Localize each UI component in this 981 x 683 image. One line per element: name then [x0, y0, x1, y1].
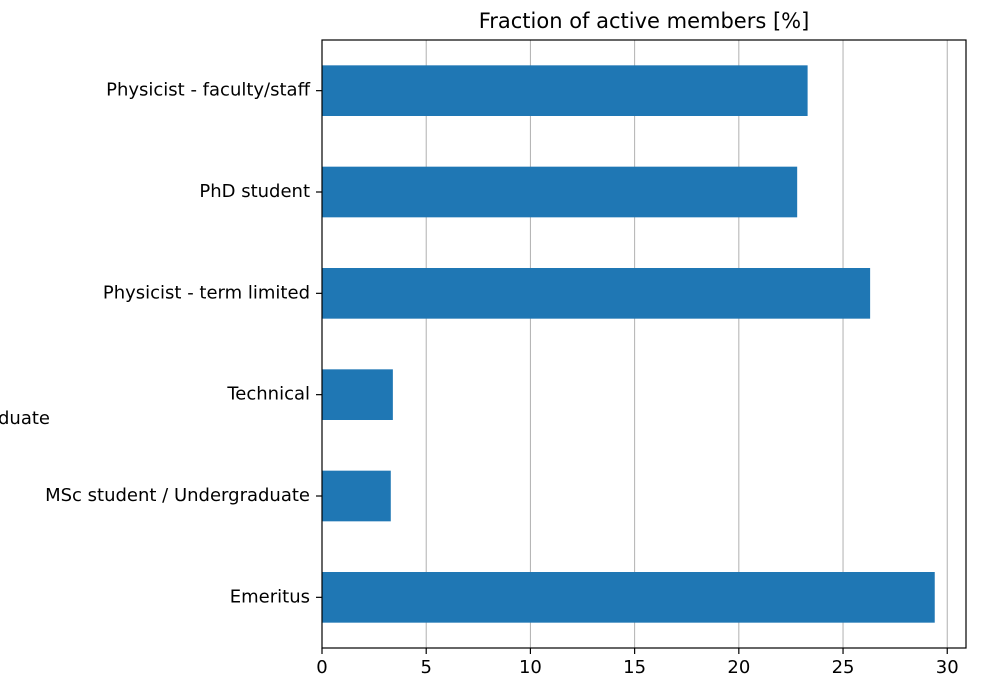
y-tick-label: Physicist - term limited	[103, 282, 310, 303]
bar	[322, 470, 391, 522]
x-tick-label: 25	[832, 657, 855, 678]
bar	[322, 166, 798, 218]
bar	[322, 572, 935, 623]
y-tick-label: Emeritus	[230, 586, 310, 607]
y-tick-label: Technical	[226, 384, 310, 405]
annotation: duate	[0, 408, 50, 429]
bar	[322, 268, 871, 319]
chart-title: Fraction of active members [%]	[479, 9, 810, 33]
x-tick-label: 0	[316, 657, 327, 678]
x-tick-label: 20	[727, 657, 750, 678]
x-tick-label: 5	[420, 657, 431, 678]
bar	[322, 369, 393, 420]
plot-frame	[321, 39, 967, 649]
y-tick-label: MSc student / Undergraduate	[45, 485, 310, 506]
x-tick-label: 15	[623, 657, 646, 678]
x-tick-label: 30	[936, 657, 959, 678]
y-tick-label: Physicist - faculty/staff	[106, 80, 310, 101]
y-tick-label: PhD student	[199, 181, 310, 202]
x-tick-label: 10	[519, 657, 542, 678]
bar	[322, 65, 808, 116]
